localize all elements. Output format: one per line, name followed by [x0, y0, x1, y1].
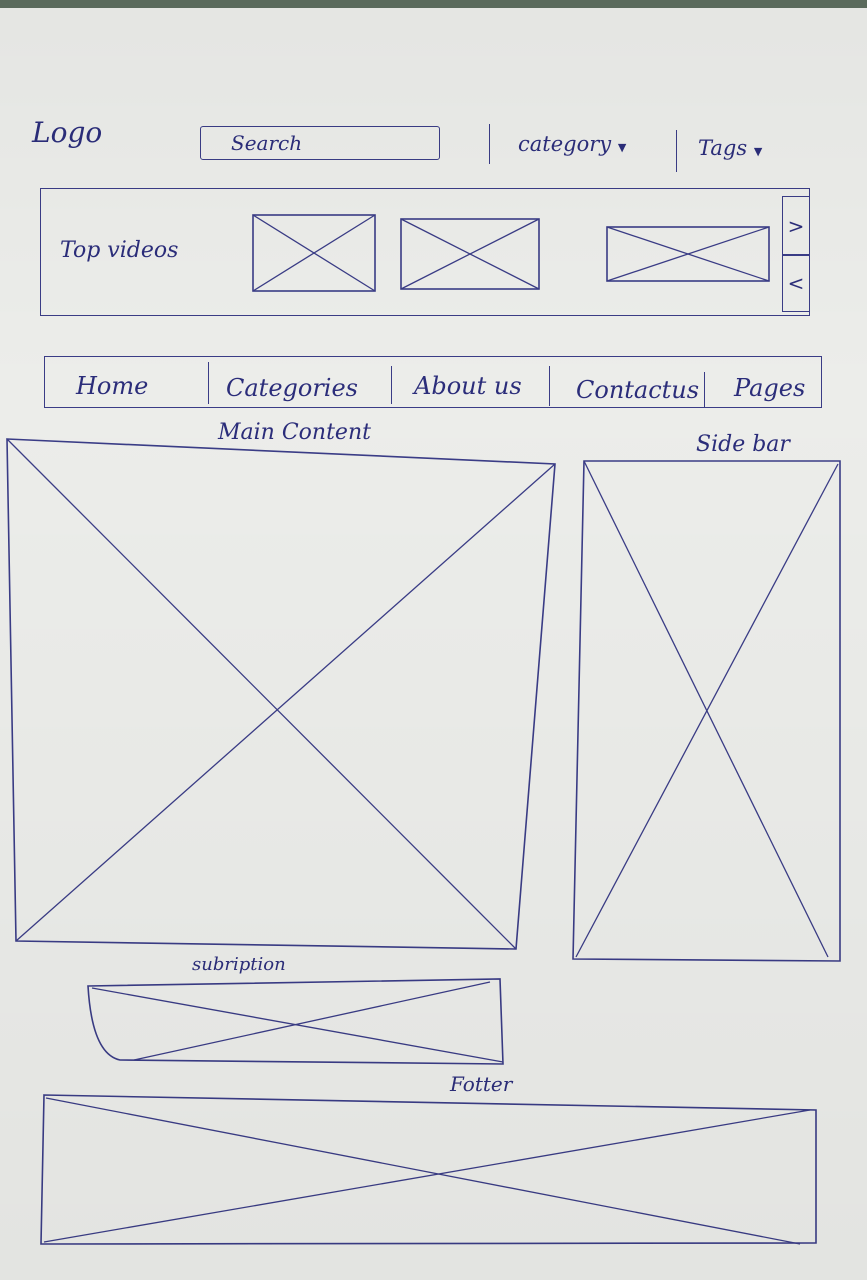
- nav-divider: [208, 362, 209, 404]
- subscription-placeholder: [86, 978, 504, 1066]
- carousel-prev-button[interactable]: <: [782, 254, 810, 312]
- video-thumbnail[interactable]: [606, 226, 770, 282]
- main-content-placeholder: [6, 438, 556, 950]
- subscription-label: subription: [192, 954, 286, 975]
- tags-dropdown[interactable]: Tags ▼: [698, 136, 762, 160]
- chevron-right-icon: >: [787, 214, 805, 238]
- tags-label: Tags: [698, 136, 748, 160]
- header-divider: [489, 124, 490, 164]
- nav-item-categories[interactable]: Categories: [226, 374, 358, 402]
- chevron-left-icon: <: [787, 271, 805, 295]
- chevron-down-icon: ▼: [617, 141, 627, 154]
- category-label: category: [518, 132, 612, 156]
- top-videos-label: Top videos: [60, 238, 179, 263]
- video-thumbnail[interactable]: [252, 214, 376, 292]
- chevron-down-icon: ▼: [753, 145, 763, 158]
- nav-item-contact-us[interactable]: Contactus: [576, 376, 700, 404]
- nav-item-pages[interactable]: Pages: [734, 374, 806, 402]
- main-content-label: Main Content: [218, 420, 371, 445]
- footer-placeholder: [40, 1094, 818, 1246]
- paper-sheet: Logo Search category ▼ Tags ▼ Top videos: [0, 8, 867, 1280]
- search-placeholder: Search: [231, 131, 303, 155]
- nav-divider: [704, 372, 705, 408]
- sidebar-label: Side bar: [696, 432, 790, 457]
- logo: Logo: [32, 116, 103, 149]
- header-divider: [676, 130, 677, 172]
- nav-divider: [549, 366, 550, 406]
- video-thumbnail[interactable]: [400, 218, 540, 290]
- category-dropdown[interactable]: category ▼: [518, 132, 626, 156]
- footer-label: Fotter: [450, 1072, 513, 1096]
- search-input[interactable]: Search: [200, 126, 440, 160]
- carousel-next-button[interactable]: >: [782, 196, 810, 256]
- nav-bar: [44, 356, 822, 408]
- sidebar-placeholder: [572, 460, 842, 962]
- nav-item-about-us[interactable]: About us: [414, 372, 522, 400]
- nav-divider: [391, 366, 392, 404]
- nav-item-home[interactable]: Home: [76, 372, 149, 400]
